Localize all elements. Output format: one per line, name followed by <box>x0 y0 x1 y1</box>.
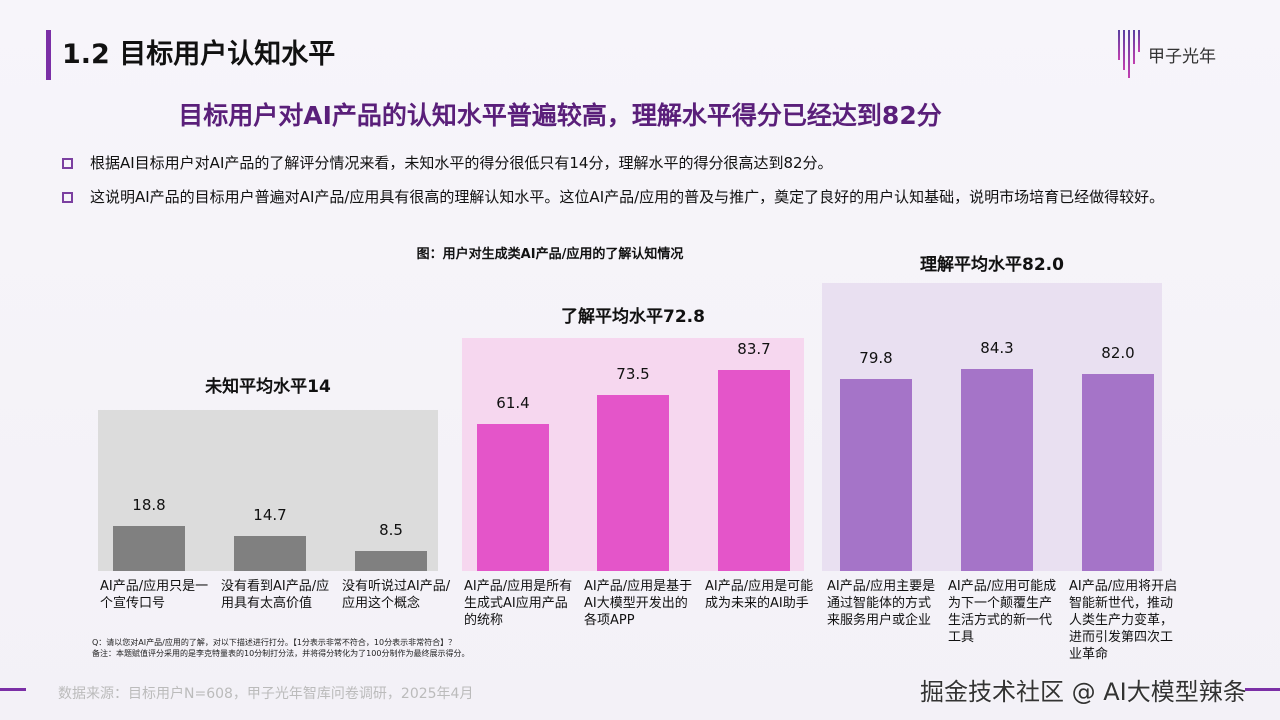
question-note: Q：请以您对AI产品/应用的了解，对以下描述进行打分。【1分表示非常不符合，10… <box>92 638 457 647</box>
bullet-item: 这说明AI产品的目标用户普遍对AI产品/应用具有很高的理解认知水平。这位AI产品… <box>62 186 1212 209</box>
page-title: 1.2 目标用户认知水平 <box>62 39 336 70</box>
data-label: 73.5 <box>616 364 650 383</box>
data-label: 79.8 <box>859 349 893 368</box>
category-label: AI产品/应用是可能成为未来的AI助手 <box>705 579 814 611</box>
group-title: 未知平均水平14 <box>205 377 331 397</box>
title-accent-bar <box>46 30 51 80</box>
data-label: 82.0 <box>1101 344 1135 363</box>
group-title: 了解平均水平72.8 <box>561 307 705 327</box>
bar <box>113 525 185 571</box>
data-label: 84.3 <box>980 338 1014 357</box>
bar <box>597 394 669 571</box>
data-source: 数据来源：目标用户N=608，甲子光年智库问卷调研，2025年4月 <box>58 686 474 702</box>
logo: 甲子光年 <box>1118 30 1216 78</box>
bar <box>234 535 306 571</box>
bar <box>840 379 912 571</box>
category-label: 没有看到AI产品/应用具有太高价值 <box>221 579 330 611</box>
decor-line <box>0 688 26 691</box>
category-label: AI产品/应用只是一个宣传口号 <box>100 579 209 611</box>
data-label: 18.8 <box>132 495 166 514</box>
subtitle: 目标用户对AI产品的认知水平普遍较高，理解水平得分已经达到82分 <box>178 101 942 130</box>
watermark: 掘金技术社区 @ AI大模型辣条 <box>920 678 1247 706</box>
group-title: 理解平均水平82.0 <box>920 255 1064 275</box>
bullet-text: 这说明AI产品的目标用户普遍对AI产品/应用具有很高的理解认知水平。这位AI产品… <box>90 188 1165 206</box>
bar <box>718 370 790 571</box>
square-bullet-icon <box>62 158 73 169</box>
bullet-text: 根据AI目标用户对AI产品的了解评分情况来看，未知水平的得分很低只有14分，理解… <box>90 154 833 172</box>
bar <box>1082 374 1154 571</box>
bar <box>355 550 427 571</box>
category-label: AI产品/应用是所有生成式AI应用产品的统称 <box>464 579 573 628</box>
data-label: 61.4 <box>496 393 530 412</box>
category-label: AI产品/应用是基于AI大模型开发出的各项APP <box>584 579 693 628</box>
bullet-item: 根据AI目标用户对AI产品的了解评分情况来看，未知水平的得分很低只有14分，理解… <box>62 152 1212 175</box>
category-label: AI产品/应用可能成为下一个颠覆生产生活方式的新一代工具 <box>948 579 1057 645</box>
category-label: AI产品/应用将开启智能新世代，推动人类生产力变革，进而引发第四次工业革命 <box>1069 579 1178 662</box>
logo-text: 甲子光年 <box>1148 46 1216 67</box>
decor-line <box>1245 688 1280 691</box>
square-bullet-icon <box>62 192 73 203</box>
chart-title: 图：用户对生成类AI产品/应用的了解认知情况 <box>416 247 684 262</box>
data-label: 83.7 <box>737 340 771 359</box>
category-label: AI产品/应用主要是通过智能体的方式来服务用户或企业 <box>827 579 936 628</box>
bar <box>961 368 1033 571</box>
logo-icon <box>1118 30 1140 78</box>
bar <box>477 423 549 571</box>
data-label: 14.7 <box>253 505 287 524</box>
data-label: 8.5 <box>379 520 403 539</box>
remark-note: 备注：本题赋值评分采用的是李克特量表的10分制打分法，并将得分转化为了100分制… <box>92 649 470 658</box>
category-label: 没有听说过AI产品/应用这个概念 <box>342 579 451 611</box>
